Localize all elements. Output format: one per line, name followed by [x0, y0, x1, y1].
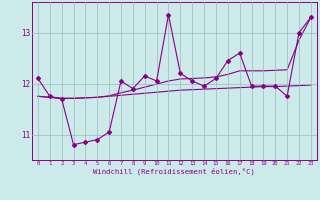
X-axis label: Windchill (Refroidissement éolien,°C): Windchill (Refroidissement éolien,°C) [93, 168, 255, 175]
